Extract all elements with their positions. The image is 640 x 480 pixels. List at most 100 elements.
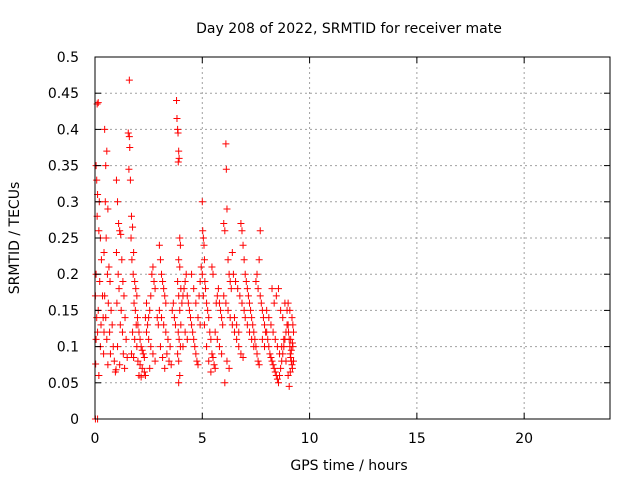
data-points xyxy=(91,76,297,423)
data-point xyxy=(121,314,129,322)
data-point xyxy=(266,350,274,358)
data-point xyxy=(107,306,115,314)
data-point xyxy=(130,353,138,361)
data-point xyxy=(217,306,225,314)
data-point xyxy=(193,357,201,365)
data-point xyxy=(235,343,243,351)
data-point xyxy=(150,277,158,285)
data-point xyxy=(250,343,258,351)
data-point xyxy=(93,176,101,184)
data-point xyxy=(140,368,148,376)
data-point xyxy=(214,285,222,293)
x-tick-label: 5 xyxy=(198,431,207,447)
data-point xyxy=(240,256,248,264)
data-point xyxy=(185,306,193,314)
data-point xyxy=(135,328,143,336)
data-point xyxy=(268,357,276,365)
data-point xyxy=(210,361,218,369)
data-point xyxy=(197,263,205,271)
data-point xyxy=(271,368,279,376)
data-point xyxy=(268,285,276,293)
data-point xyxy=(199,234,207,242)
data-point xyxy=(267,353,275,361)
data-point xyxy=(288,314,296,322)
data-point xyxy=(163,350,171,358)
data-point xyxy=(289,357,297,365)
data-point xyxy=(103,147,111,155)
data-point xyxy=(263,306,271,314)
data-point xyxy=(199,292,207,300)
data-point xyxy=(130,299,138,307)
data-point xyxy=(287,335,295,343)
data-point xyxy=(238,227,246,235)
data-point xyxy=(286,368,294,376)
data-point xyxy=(146,306,154,314)
data-point xyxy=(229,270,237,278)
data-point xyxy=(102,234,110,242)
data-point xyxy=(288,364,296,372)
data-point xyxy=(203,343,211,351)
data-point xyxy=(101,292,109,300)
data-point xyxy=(289,328,297,336)
data-point xyxy=(186,314,194,322)
data-point xyxy=(149,263,157,271)
data-point xyxy=(264,335,272,343)
data-point xyxy=(233,321,241,329)
data-point xyxy=(116,361,124,369)
data-point xyxy=(253,270,261,278)
data-point xyxy=(224,306,232,314)
data-point xyxy=(129,328,137,336)
data-point xyxy=(138,346,146,354)
data-point xyxy=(255,256,263,264)
data-point xyxy=(120,292,128,300)
data-point xyxy=(119,277,127,285)
data-point xyxy=(256,227,264,235)
data-point xyxy=(114,198,122,206)
x-tick-label: 0 xyxy=(91,431,100,447)
data-point xyxy=(158,270,166,278)
data-point xyxy=(136,335,144,343)
data-point xyxy=(97,256,105,264)
data-point xyxy=(225,364,233,372)
data-point xyxy=(173,96,181,104)
data-point xyxy=(198,270,206,278)
x-axis-label: GPS time / hours xyxy=(290,458,407,474)
x-tick-label: 10 xyxy=(301,431,319,447)
data-point xyxy=(118,256,126,264)
data-point xyxy=(129,223,137,231)
data-point xyxy=(92,360,100,368)
data-point xyxy=(176,372,184,380)
data-point xyxy=(175,154,183,162)
data-point xyxy=(213,292,221,300)
data-point xyxy=(208,350,216,358)
data-point xyxy=(125,133,133,141)
data-point xyxy=(141,372,149,380)
data-point xyxy=(194,361,202,369)
data-point xyxy=(256,292,264,300)
y-tick-label: 0.35 xyxy=(48,159,79,175)
data-point xyxy=(112,248,120,256)
data-point xyxy=(288,339,296,347)
data-point xyxy=(160,285,168,293)
data-point xyxy=(285,382,293,390)
y-tick-label: 0.3 xyxy=(57,195,79,211)
data-point xyxy=(161,364,169,372)
data-point xyxy=(215,299,223,307)
data-point xyxy=(166,343,174,351)
data-point xyxy=(110,357,118,365)
data-point xyxy=(131,277,139,285)
data-point xyxy=(99,314,107,322)
x-tick-label: 20 xyxy=(515,431,533,447)
y-tick-label: 0.25 xyxy=(48,231,79,247)
data-point xyxy=(129,270,137,278)
y-tick-label: 0.05 xyxy=(48,376,79,392)
data-point xyxy=(117,230,125,238)
data-point xyxy=(159,353,167,361)
data-point xyxy=(174,277,182,285)
data-point xyxy=(102,162,110,170)
data-point xyxy=(218,350,226,358)
data-point xyxy=(115,220,123,228)
data-point xyxy=(209,353,217,361)
